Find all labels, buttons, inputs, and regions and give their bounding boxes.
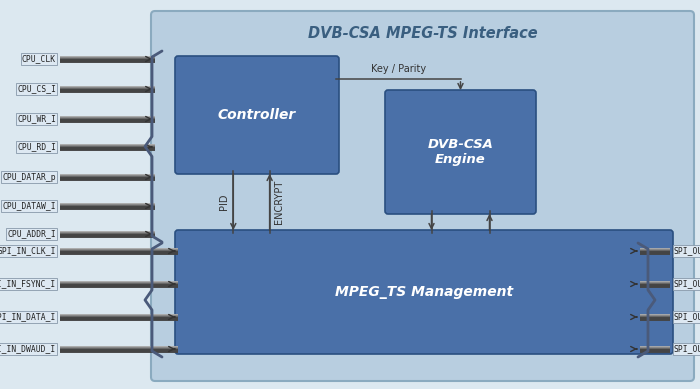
FancyBboxPatch shape [151,11,694,381]
Text: CPU_WR_I: CPU_WR_I [17,114,56,123]
Text: MPEG_TS Management: MPEG_TS Management [335,285,513,299]
Text: DVB-CSA MPEG-TS Interface: DVB-CSA MPEG-TS Interface [308,26,538,40]
Text: SPI_IN_FSYNC_I: SPI_IN_FSYNC_I [0,280,56,289]
Text: SPI_OUT_FSYNC_o: SPI_OUT_FSYNC_o [674,280,700,289]
Text: SPI_OUT_DATA_o: SPI_OUT_DATA_o [674,312,700,321]
FancyBboxPatch shape [385,90,536,214]
Text: Key / Parity: Key / Parity [371,64,426,74]
Text: ENCRYPT: ENCRYPT [274,180,284,224]
Text: SPI_OUT_DWAUD_o: SPI_OUT_DWAUD_o [674,345,700,354]
FancyBboxPatch shape [175,56,339,174]
FancyBboxPatch shape [175,230,673,354]
Text: CPU_RD_I: CPU_RD_I [17,142,56,151]
Text: CPU_CLK: CPU_CLK [22,54,56,63]
Text: CPU_CS_I: CPU_CS_I [17,84,56,93]
Text: CPU_DATAR_p: CPU_DATAR_p [2,172,56,182]
Text: DVB-CSA
Engine: DVB-CSA Engine [428,138,494,166]
Text: CPU_ADDR_I: CPU_ADDR_I [7,230,56,238]
Text: SPI_IN_CLK_I: SPI_IN_CLK_I [0,247,56,256]
Text: SPI_OUT_CLK_o: SPI_OUT_CLK_o [674,247,700,256]
Text: PID: PID [219,194,230,210]
Text: SPI_IN_DWAUD_I: SPI_IN_DWAUD_I [0,345,56,354]
Text: CPU_DATAW_I: CPU_DATAW_I [2,202,56,210]
Text: Controller: Controller [218,108,296,122]
Text: SPI_IN_DATA_I: SPI_IN_DATA_I [0,312,56,321]
